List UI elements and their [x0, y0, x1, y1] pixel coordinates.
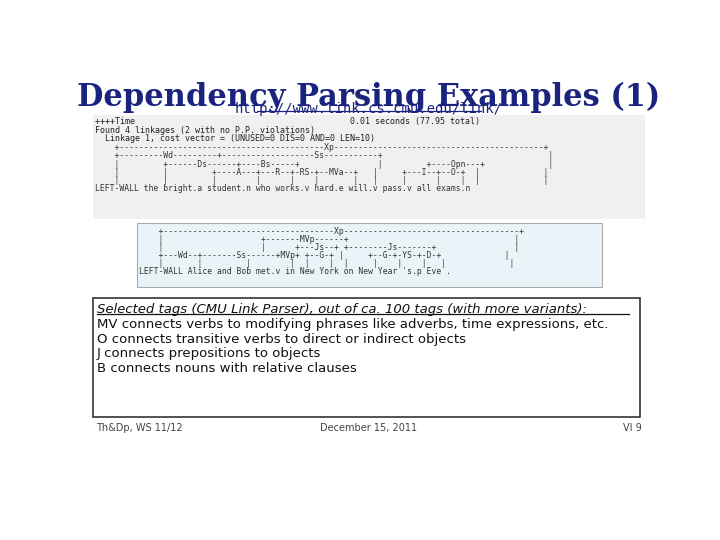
Text: LEFT-WALL the bright.a student.n who works.v hard.e will.v pass.v all exams.n: LEFT-WALL the bright.a student.n who wor…: [96, 184, 471, 193]
Text: Th&Dp, WS 11/12: Th&Dp, WS 11/12: [96, 423, 183, 433]
Text: J connects prepositions to objects: J connects prepositions to objects: [97, 347, 321, 360]
Text: |         |         |        |      |    |       |   |     |      |    |  |     : | | | | | | | | | | | |: [96, 176, 549, 185]
Text: Dependency Parsing Examples (1): Dependency Parsing Examples (1): [77, 82, 661, 113]
FancyBboxPatch shape: [93, 298, 640, 417]
Text: +-----------------------------------Xp------------------------------------+: +-----------------------------------Xp--…: [139, 226, 524, 235]
Text: +------------------------------------------Xp-----------------------------------: +---------------------------------------…: [96, 143, 549, 152]
Text: ++++Time                                           0.01 seconds (77.95 total): ++++Time 0.01 seconds (77.95 total): [96, 117, 480, 126]
FancyBboxPatch shape: [137, 224, 601, 287]
Text: |         +------Ds------+----Bs-----+                |         +----Opn---+    : | +------Ds------+----Bs-----+ | +----Op…: [96, 159, 554, 168]
Text: MV connects verbs to modifying phrases like adverbs, time expressions, etc.: MV connects verbs to modifying phrases l…: [97, 318, 608, 331]
FancyBboxPatch shape: [93, 115, 645, 219]
Text: |                    |      +---Js--+ +--------Js-------+                |: | | +---Js--+ +--------Js-------+ |: [139, 242, 519, 252]
Text: Found 4 linkages (2 with no P.P. violations): Found 4 linkages (2 with no P.P. violati…: [96, 126, 315, 134]
Text: Selected tags (CMU Link Parser), out of ca. 100 tags (with more variants):: Selected tags (CMU Link Parser), out of …: [97, 303, 587, 316]
Text: LEFT-WALL Alice and Bob met.v in New York on New Year 's.p Eve .: LEFT-WALL Alice and Bob met.v in New Yor…: [139, 267, 451, 276]
Text: December 15, 2011: December 15, 2011: [320, 423, 418, 433]
Text: Linkage 1, cost vector = (UNUSED=0 DIS=0 AND=0 LEN=10): Linkage 1, cost vector = (UNUSED=0 DIS=0…: [96, 134, 375, 143]
Text: http://www.link.cs.cmu.edu/link/: http://www.link.cs.cmu.edu/link/: [235, 102, 503, 116]
Text: +---Wd--+-------Ss------+MVp+ +--G-+ |     +--G-+-YS-+-D-+             |: +---Wd--+-------Ss------+MVp+ +--G-+ | +…: [139, 251, 509, 260]
Text: |                    +-------MVp------+                                  |: | +-------MVp------+ |: [139, 234, 519, 244]
Text: B connects nouns with relative clauses: B connects nouns with relative clauses: [97, 362, 356, 375]
Text: VI 9: VI 9: [623, 423, 642, 433]
Text: |         |         +----A---+---R--+-RS-+--MVa--+   |     +---I--+--O-+  |     : | | +----A---+---R--+-RS-+--MVa--+ | +--…: [96, 167, 549, 177]
Text: +---------Wd---------+-------------------Ss-----------+                         : +---------Wd---------+------------------…: [96, 151, 554, 160]
Text: |       |         |        |  |    |  |     |    |    |   |             |: | | | | | | | | | | | |: [139, 259, 514, 268]
Text: O connects transitive verbs to direct or indirect objects: O connects transitive verbs to direct or…: [97, 333, 466, 346]
